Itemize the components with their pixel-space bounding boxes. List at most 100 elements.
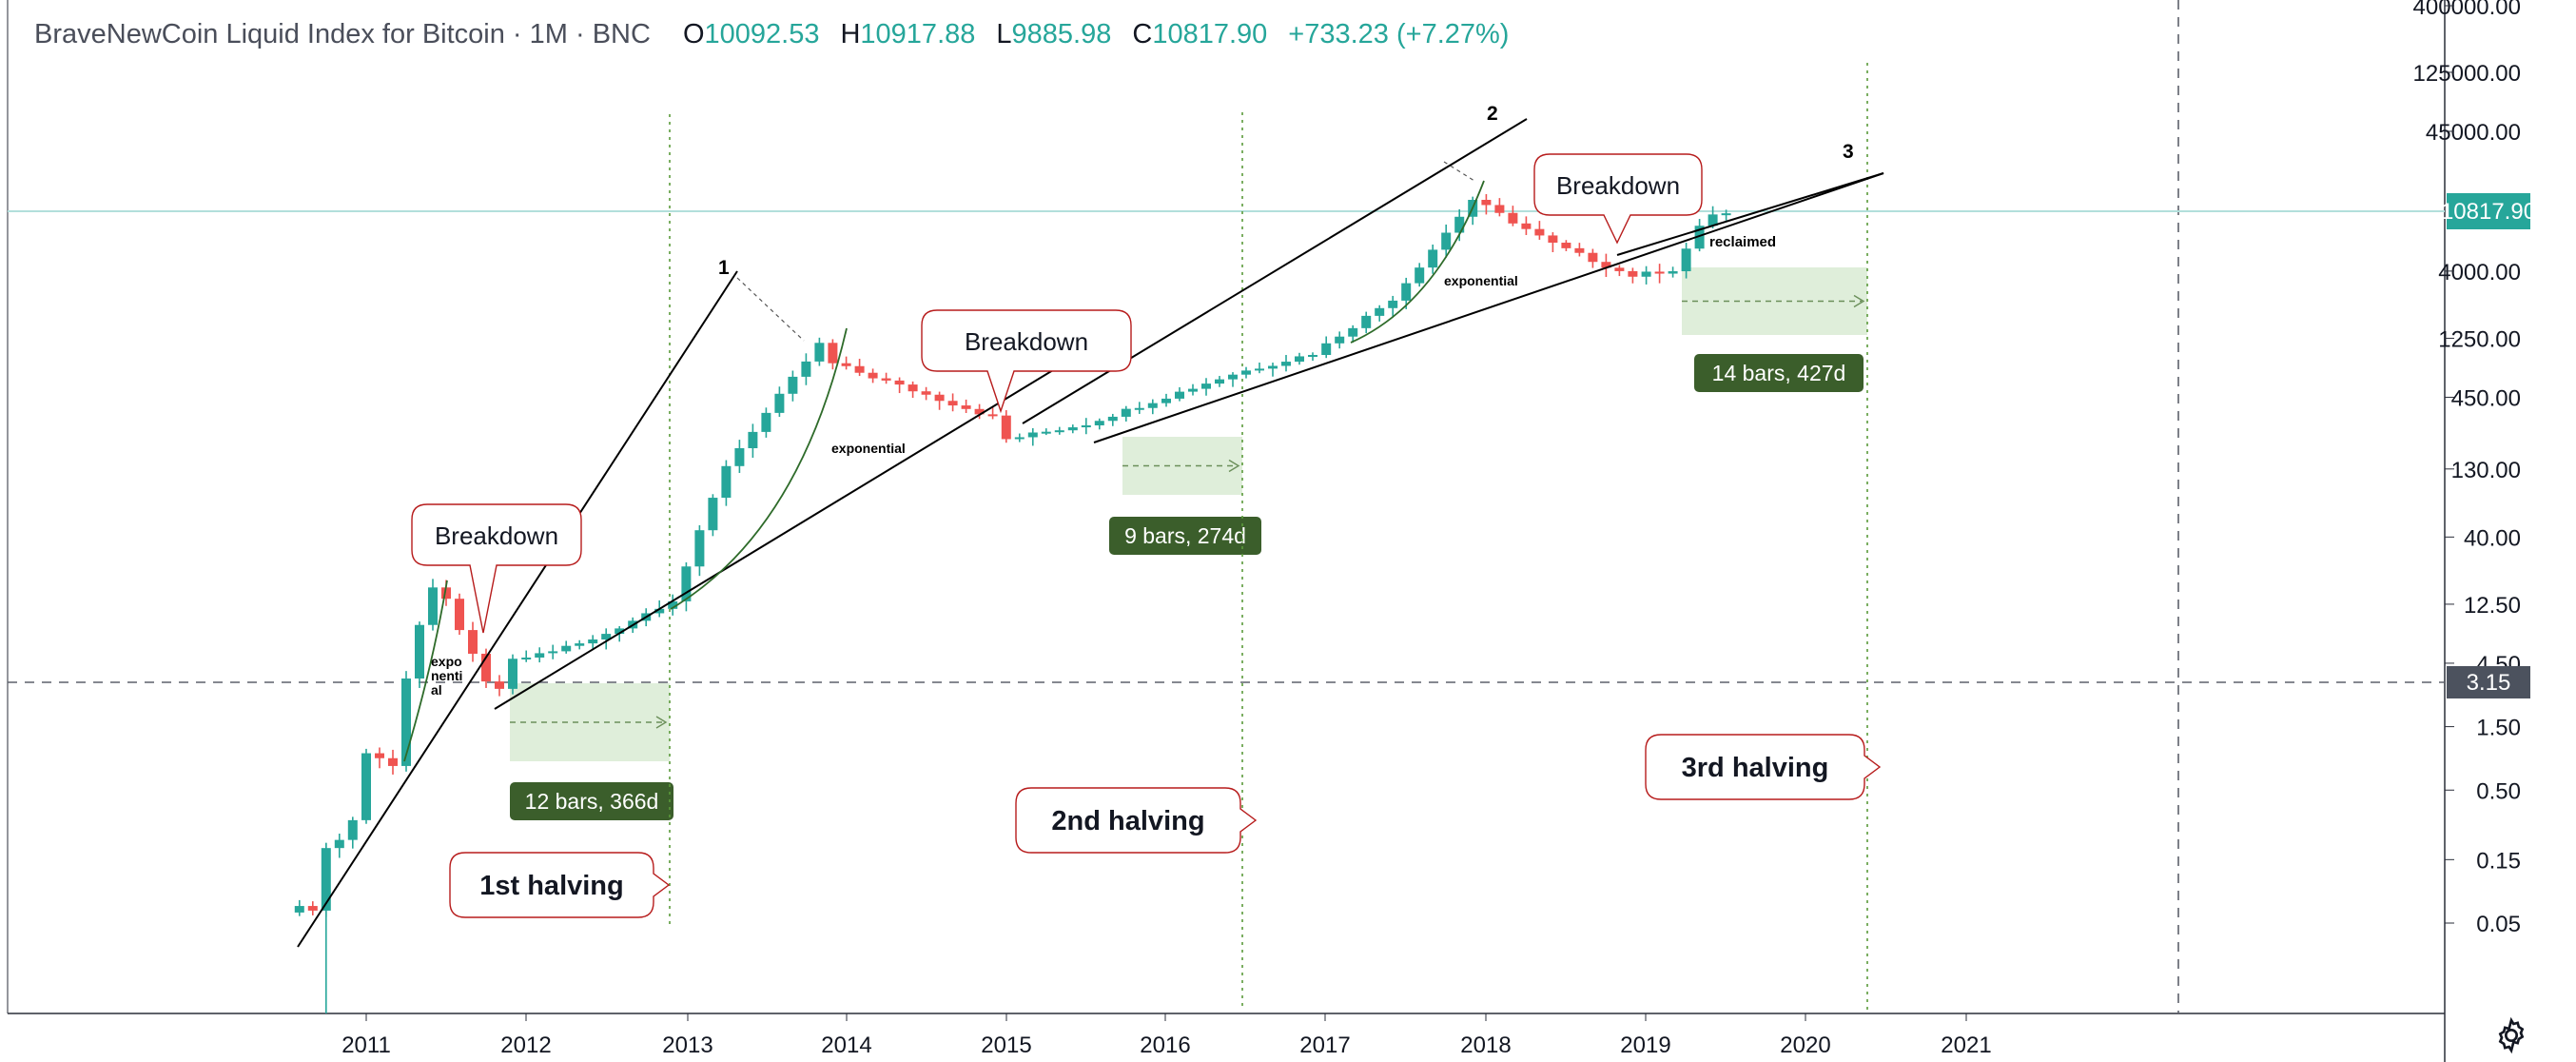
candle-body: [1401, 283, 1412, 301]
candle-body: [1201, 384, 1211, 389]
x-tick-label: 2019: [1620, 1032, 1670, 1058]
candle-body: [588, 639, 598, 644]
candle-body: [1708, 214, 1718, 226]
candle-body: [788, 376, 798, 394]
candle-body: [1628, 270, 1638, 277]
low-label: L: [996, 19, 1012, 49]
exponential-curve-1: [403, 580, 448, 762]
candle-body: [734, 447, 745, 466]
candle-body: [881, 378, 891, 381]
candle-body: [1494, 205, 1505, 213]
candle-body: [388, 757, 398, 766]
note-exponential: al: [431, 682, 442, 698]
candle-body: [548, 651, 558, 654]
y-tick-label: 40.00: [2464, 525, 2521, 551]
candle-body: [681, 566, 692, 601]
y-tick-label: 1250.00: [2438, 326, 2521, 352]
candle-body: [1588, 252, 1598, 263]
halving-label: 1st halving: [479, 871, 624, 901]
x-tick-label: 2015: [981, 1032, 1031, 1058]
date-range-label-box: [1694, 354, 1864, 392]
note-exponential: exponential: [831, 441, 906, 456]
candle-body: [1054, 430, 1064, 433]
candle-body: [1161, 398, 1171, 403]
candle-body: [1147, 403, 1158, 408]
candle-body: [307, 906, 318, 911]
callout-label: Breakdown: [435, 521, 558, 550]
candle-body: [615, 628, 625, 635]
x-tick-label: 2017: [1299, 1032, 1350, 1058]
candle-body: [1255, 368, 1264, 371]
candle-body: [561, 645, 572, 652]
candle-body: [814, 343, 825, 362]
candle-body: [415, 624, 424, 679]
y-tick-label: 400000.00: [2413, 0, 2521, 20]
candle-body: [1027, 432, 1038, 438]
y-tick-label: 130.00: [2451, 458, 2521, 483]
candle-body: [774, 393, 785, 413]
candle-body: [1134, 407, 1144, 410]
exponential-curve-3: [1350, 180, 1485, 344]
breakdown-callout: [921, 309, 1132, 414]
date-range-arrowhead: [1228, 459, 1240, 473]
x-tick-label: 2016: [1140, 1032, 1190, 1058]
candle-body: [868, 372, 878, 379]
candle-body: [1268, 365, 1278, 369]
candle-body: [1094, 421, 1104, 425]
open-label: O: [682, 19, 705, 49]
date-range-box: [1122, 437, 1242, 495]
candle-body: [961, 405, 971, 409]
x-tick-label: 2011: [342, 1032, 391, 1058]
candle-body: [1415, 267, 1425, 284]
note-exponential: exponential: [1444, 273, 1518, 288]
candle-body: [694, 530, 705, 567]
candle-body: [708, 498, 718, 531]
candle-body: [934, 394, 945, 402]
callout-label: Breakdown: [1556, 171, 1680, 200]
note-exponential: expo: [431, 654, 462, 669]
candle-body: [401, 678, 411, 766]
date-range-arrowhead: [1853, 294, 1865, 308]
gear-icon[interactable]: [2492, 1016, 2530, 1054]
chart-legend: BraveNewCoin Liquid Index for Bitcoin · …: [34, 19, 1509, 50]
y-tick-label: 450.00: [2451, 385, 2521, 411]
candle-body: [1001, 415, 1011, 440]
candle-body: [761, 412, 771, 432]
halving-callout: [1015, 787, 1258, 854]
y-tick-label: 1.50: [2476, 716, 2521, 741]
change-value: +733.23 (+7.27%): [1288, 19, 1510, 49]
candle-body: [1215, 379, 1224, 384]
last-price-label: 10817.90: [2441, 199, 2536, 225]
candle-body: [1121, 408, 1131, 417]
candle-body: [947, 401, 958, 406]
candle-body: [654, 608, 665, 614]
x-tick-label: 2018: [1460, 1032, 1511, 1058]
candle-body: [495, 681, 504, 689]
candle-body: [1081, 424, 1091, 428]
y-tick-label: 125000.00: [2413, 61, 2521, 87]
candle-body: [481, 653, 491, 682]
candle-body: [1295, 356, 1304, 363]
date-range-label: 14 bars, 427d: [1712, 361, 1846, 385]
candle-body: [1175, 391, 1184, 399]
crosshair-price-label: 3.15: [2467, 670, 2511, 696]
y-tick-label: 0.15: [2476, 848, 2521, 874]
halving-callout: [1645, 734, 1882, 800]
x-tick-label: 2020: [1780, 1032, 1830, 1058]
candle-body: [1681, 248, 1691, 272]
candle-body: [1574, 247, 1585, 253]
candle-body: [1641, 271, 1651, 277]
candle-body: [375, 753, 384, 758]
candle-body: [1375, 307, 1385, 316]
candle-body: [575, 643, 585, 646]
candle-body: [894, 380, 905, 385]
candle-body: [1228, 374, 1238, 380]
close-value: 10817.90: [1152, 19, 1268, 49]
candle-body: [748, 431, 758, 448]
candle-body: [907, 384, 918, 392]
candle-body: [1321, 343, 1332, 355]
trendline-number: 2: [1487, 103, 1498, 125]
